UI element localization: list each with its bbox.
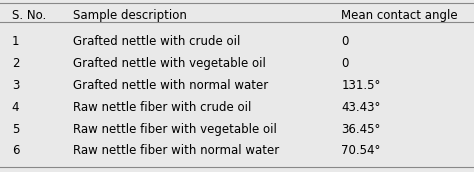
Text: Grafted nettle with crude oil: Grafted nettle with crude oil <box>73 35 241 48</box>
Text: 0: 0 <box>341 35 349 48</box>
Text: 70.54°: 70.54° <box>341 144 381 158</box>
Text: 3: 3 <box>12 79 19 92</box>
Text: Grafted nettle with vegetable oil: Grafted nettle with vegetable oil <box>73 57 266 70</box>
Text: 5: 5 <box>12 123 19 136</box>
Text: 0: 0 <box>341 57 349 70</box>
Text: Raw nettle fiber with crude oil: Raw nettle fiber with crude oil <box>73 101 252 114</box>
Text: Grafted nettle with normal water: Grafted nettle with normal water <box>73 79 269 92</box>
Text: 43.43°: 43.43° <box>341 101 381 114</box>
Text: 2: 2 <box>12 57 19 70</box>
Text: Raw nettle fiber with normal water: Raw nettle fiber with normal water <box>73 144 280 158</box>
Text: Raw nettle fiber with vegetable oil: Raw nettle fiber with vegetable oil <box>73 123 277 136</box>
Text: 4: 4 <box>12 101 19 114</box>
Text: Mean contact angle: Mean contact angle <box>341 9 458 23</box>
Text: 131.5°: 131.5° <box>341 79 381 92</box>
Text: 6: 6 <box>12 144 19 158</box>
Text: Sample description: Sample description <box>73 9 187 23</box>
Text: 1: 1 <box>12 35 19 48</box>
Text: 36.45°: 36.45° <box>341 123 381 136</box>
Text: S. No.: S. No. <box>12 9 46 23</box>
